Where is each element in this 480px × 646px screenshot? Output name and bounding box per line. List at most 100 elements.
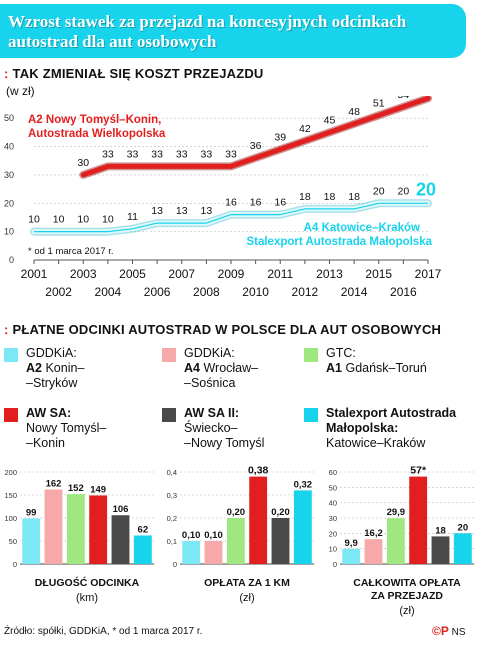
legend-road: A2	[26, 361, 42, 375]
data-label: 62	[138, 524, 149, 535]
data-label: 0,38	[248, 466, 269, 477]
data-label: 0,10	[182, 530, 201, 541]
legend-route: Gdańsk–Toruń	[345, 361, 427, 375]
data-label: 33	[176, 148, 188, 160]
y-tick-label: 40	[329, 499, 337, 508]
x-tick-label: 2011	[267, 267, 293, 281]
x-tick-label: 2010	[242, 285, 269, 299]
data-label: 13	[176, 205, 188, 217]
data-label: 16,2	[364, 528, 383, 539]
data-label: 20	[398, 185, 410, 197]
y-tick-label: 0,1	[167, 537, 177, 546]
data-label: 11	[127, 211, 138, 223]
legend-road: A4	[184, 361, 200, 375]
x-tick-label: 2002	[45, 285, 72, 299]
fee-bar	[249, 476, 268, 564]
data-label: 10	[28, 214, 40, 226]
data-label: 13	[151, 205, 163, 217]
legend-swatch	[4, 348, 18, 362]
data-label: 48	[348, 106, 360, 118]
legend-operator: GTC:	[326, 346, 356, 360]
data-label: 0,10	[204, 530, 223, 541]
data-label: 149	[90, 484, 106, 495]
legend-operator: GDDKiA:	[26, 346, 77, 360]
legend-route-end: –Konin	[26, 436, 65, 450]
legend-route: Katowice–Kraków	[326, 436, 426, 450]
y-tick-label: 30	[4, 170, 14, 180]
data-label: 20	[416, 179, 436, 199]
data-label: 16	[250, 197, 262, 209]
series-label-a4-line2: Stalexport Autostrada Małopolska	[246, 236, 432, 248]
data-label: 33	[225, 148, 237, 160]
data-label: 33	[151, 148, 163, 160]
data-label: 152	[68, 483, 84, 494]
x-tick-label: 2016	[390, 285, 417, 299]
line-chart-unit: (w zł)	[6, 84, 35, 98]
y-tick-label: 50	[9, 537, 17, 546]
bar-chart-length: 0 50 100 150 200 99 162 152 149 106 62 DŁUGOŚĆ ODCI…	[4, 468, 154, 604]
y-tick-label: 40	[4, 142, 14, 152]
length-bar	[22, 518, 41, 564]
series-line-a4-edge	[34, 202, 428, 233]
data-label: 33	[201, 148, 213, 160]
length-bar	[89, 495, 108, 564]
total-bar	[431, 536, 450, 564]
legend-route: Wrocław–	[203, 361, 259, 375]
data-label: 20	[373, 185, 385, 197]
series-label-a2-line2: Autostrada Wielkopolska	[28, 128, 166, 140]
total-bar	[453, 533, 472, 564]
bar-chart-title: DŁUGOŚĆ ODCINKA	[35, 576, 140, 589]
length-bar	[44, 489, 63, 564]
data-label: 0,20	[271, 507, 290, 518]
legend-route-end: –Nowy Tomyśl	[184, 436, 265, 450]
x-tick-label: 2004	[95, 285, 122, 299]
legend-swatch	[304, 348, 318, 362]
y-tick-label: 0,2	[167, 514, 177, 523]
data-label: 0,20	[227, 507, 246, 518]
length-bar	[133, 535, 152, 564]
legend-swatch	[304, 408, 318, 422]
x-tick-label: 2017	[415, 267, 442, 281]
data-label: 18	[324, 191, 336, 203]
y-tick-label: 20	[329, 529, 337, 538]
bar-chart-fee-per-km: 0 0,1 0,2 0,3 0,4 0,10 0,10 0,20 0,38 0,20 0,32 OPŁ…	[167, 466, 314, 604]
series-label-a4-line1: A4 Katowice–Kraków	[304, 222, 420, 234]
data-label: 54	[398, 96, 410, 101]
legend-operator: AW SA II:	[184, 406, 240, 420]
length-bar	[111, 515, 130, 564]
total-bar	[342, 548, 361, 564]
source-note: Źródło: spółki, GDDKiA, * od 1 marca 201…	[4, 626, 203, 637]
data-label: 9,9	[345, 538, 358, 549]
legend-route-end: –Stryków	[26, 376, 78, 390]
data-label: 29,9	[387, 507, 406, 518]
legend-route: Świecko–	[184, 421, 238, 435]
data-label: 16	[225, 197, 237, 209]
fee-bar	[271, 518, 290, 564]
legend-operator: GDDKiA:	[184, 346, 235, 360]
y-tick-label: 10	[329, 545, 337, 554]
data-label: 106	[113, 504, 129, 515]
data-label: 39	[274, 131, 286, 143]
data-label: 45	[324, 114, 336, 126]
x-tick-label: 2008	[193, 285, 220, 299]
line-chart-note: * od 1 marca 2017 r.	[28, 246, 114, 257]
x-tick-label: 2007	[168, 267, 195, 281]
bar-chart-title: ZA PRZEJAZD	[371, 590, 443, 602]
y-tick-label: 0	[173, 560, 177, 569]
bar-chart-unit: (km)	[76, 592, 98, 604]
x-tick-label: 2005	[119, 267, 146, 281]
y-tick-label: 0	[9, 255, 14, 265]
y-tick-label: 60	[329, 468, 337, 477]
legend-route: Nowy Tomyśl–	[26, 421, 107, 435]
data-label: 10	[53, 214, 65, 226]
x-tick-label: 2006	[144, 285, 171, 299]
y-tick-label: 10	[4, 227, 14, 237]
data-label: 42	[299, 123, 311, 135]
series-label-a2-line1: A2 Nowy Tomyśl–Konin,	[28, 114, 161, 126]
y-tick-label: 50	[329, 483, 337, 492]
x-tick-label: 2014	[341, 285, 368, 299]
page-title: Wzrost stawek za przejazd na koncesyjnyc…	[8, 12, 407, 51]
legend-route: Konin–	[45, 361, 85, 375]
y-tick-label: 0,3	[167, 491, 177, 500]
data-label: 18	[299, 191, 311, 203]
